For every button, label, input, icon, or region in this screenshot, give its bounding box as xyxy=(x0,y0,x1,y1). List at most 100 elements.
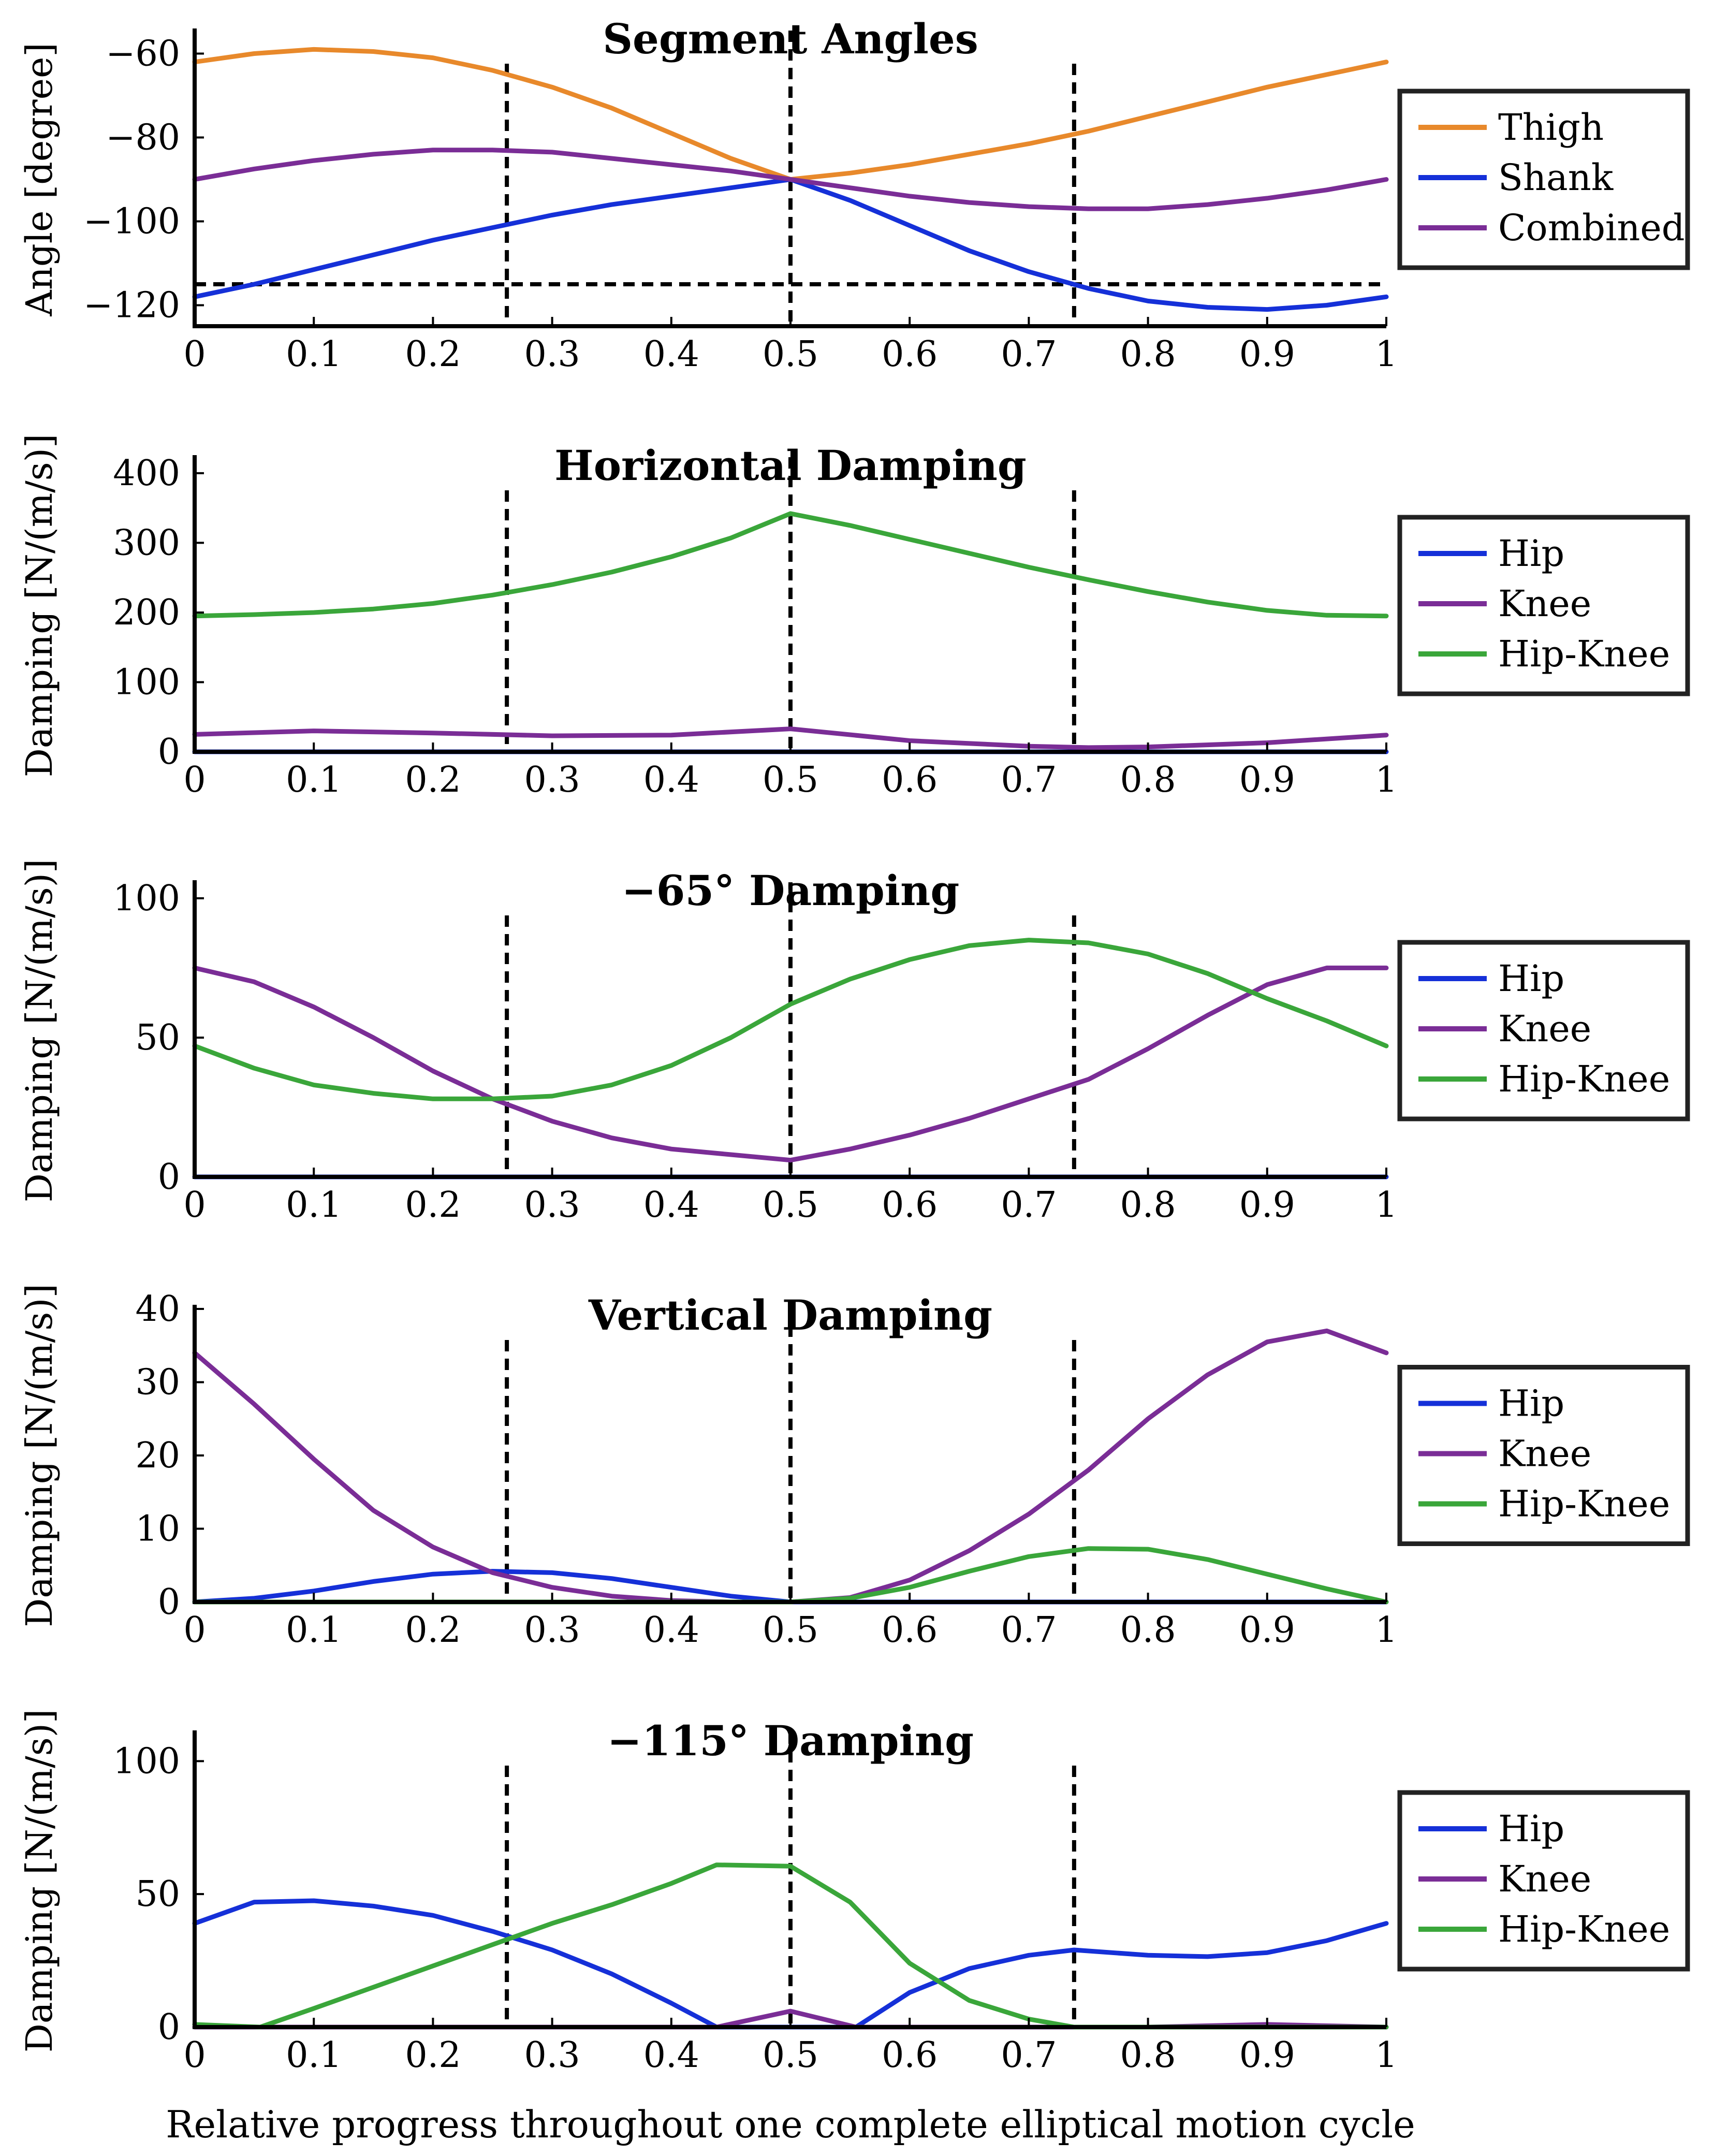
x-tick-label: 0.2 xyxy=(405,760,461,800)
x-tick-label: 0.6 xyxy=(882,1185,937,1226)
y-tick-label: −120 xyxy=(83,285,180,326)
y-tick-label: 0 xyxy=(158,1157,180,1198)
x-tick-label: 0.7 xyxy=(1001,760,1057,800)
x-tick-label: 0.5 xyxy=(763,760,818,800)
x-tick-label: 0.6 xyxy=(882,2035,937,2076)
x-tick-label: 1 xyxy=(1375,1185,1397,1226)
x-tick-label: 0.5 xyxy=(763,334,818,375)
series-line-knee xyxy=(192,726,1389,750)
x-tick-label: 0.4 xyxy=(643,1185,699,1226)
x-tick-label: 0.4 xyxy=(643,2035,699,2076)
x-tick-label: 0 xyxy=(183,334,206,375)
x-tick-label: 0.3 xyxy=(524,334,580,375)
x-tick-label: 0.8 xyxy=(1120,760,1176,800)
x-tick-label: 0.4 xyxy=(643,334,699,375)
x-tick-label: 0.4 xyxy=(643,1610,699,1651)
y-tick-label: −100 xyxy=(83,201,180,242)
legend: Thigh Shank Combined xyxy=(1397,89,1690,270)
chart-title: −65° Damping xyxy=(622,866,960,915)
x-tick-label: 0.6 xyxy=(882,760,937,800)
legend-label: Thigh xyxy=(1498,106,1604,149)
y-tick-label: 20 xyxy=(135,1435,180,1476)
x-tick-label: 0.9 xyxy=(1239,1610,1295,1651)
x-tick-label: 0.1 xyxy=(286,760,342,800)
x-tick-label: 0.4 xyxy=(643,760,699,800)
y-tick-label: 50 xyxy=(135,1017,180,1058)
x-tick-label: 0.2 xyxy=(405,1610,461,1651)
legend-label: Hip-Knee xyxy=(1498,633,1670,675)
legend: Hip Knee Hip-Knee xyxy=(1397,1790,1690,1972)
series-line-hip xyxy=(192,1569,1389,1605)
legend-label: Hip-Knee xyxy=(1498,1483,1670,1525)
y-tick-label: 100 xyxy=(113,878,180,919)
x-tick-label: 0 xyxy=(183,2035,206,2076)
y-axis-label: Damping [N/(m/s)] xyxy=(18,1284,61,1627)
y-tick-label: 0 xyxy=(158,732,180,773)
x-tick-label: 0.6 xyxy=(882,334,937,375)
y-tick-label: 10 xyxy=(135,1509,180,1550)
y-axis-label: Damping [N/(m/s)] xyxy=(18,1709,61,2053)
chart-panel-2: 0 0.1 0.2 0.3 0.4 0.5 0.6 0.7 0.8 0.9 1 0 100 200 300 4… xyxy=(18,434,1690,800)
chart-panel-3: 0 0.1 0.2 0.3 0.4 0.5 0.6 0.7 0.8 0.9 1 0 50 100 Dampi… xyxy=(18,859,1690,1226)
y-tick-label: 0 xyxy=(158,1582,180,1623)
chart-title: −115° Damping xyxy=(607,1716,974,1765)
x-tick-label: 0 xyxy=(183,760,206,800)
y-axis-label: Damping [N/(m/s)] xyxy=(18,859,61,1203)
x-tick-label: 0.8 xyxy=(1120,1610,1176,1651)
x-tick-label: 0.1 xyxy=(286,2035,342,2076)
x-tick-label: 0.7 xyxy=(1001,334,1057,375)
x-tick-label: 0.2 xyxy=(405,2035,461,2076)
y-tick-label: 100 xyxy=(113,662,180,703)
series-line-hip-knee xyxy=(192,1862,1389,2030)
x-tick-label: 0.2 xyxy=(405,1185,461,1226)
chart-title: Vertical Damping xyxy=(588,1291,992,1339)
x-tick-label: 0 xyxy=(183,1610,206,1651)
x-tick-label: 0.9 xyxy=(1239,760,1295,800)
x-tick-label: 0.3 xyxy=(524,1610,580,1651)
legend-label: Hip xyxy=(1498,532,1564,575)
legend-label: Hip xyxy=(1498,1808,1564,1850)
y-tick-label: 40 xyxy=(135,1289,180,1330)
x-tick-label: 0 xyxy=(183,1185,206,1226)
legend-label: Shank xyxy=(1498,156,1614,199)
legend-label: Hip-Knee xyxy=(1498,1058,1670,1100)
x-tick-label: 0.2 xyxy=(405,334,461,375)
series-line-combined xyxy=(192,148,1389,211)
legend: Hip Knee Hip-Knee xyxy=(1397,1365,1690,1546)
y-axis-label: Angle [degree] xyxy=(18,42,61,317)
legend-label: Knee xyxy=(1498,1858,1591,1900)
x-tick-label: 1 xyxy=(1375,1610,1397,1651)
legend-label: Hip xyxy=(1498,957,1564,1000)
y-tick-label: 30 xyxy=(135,1362,180,1403)
x-tick-label: 0.9 xyxy=(1239,334,1295,375)
x-tick-label: 0.6 xyxy=(882,1610,937,1651)
legend-label: Hip xyxy=(1498,1382,1564,1425)
series-line-knee xyxy=(192,965,1389,1163)
series-line-hip-knee xyxy=(192,511,1389,619)
chart-panel-1: 0 0.1 0.2 0.3 0.4 0.5 0.6 0.7 0.8 0.9 1 −60 −80 −100 −… xyxy=(18,14,1690,375)
x-tick-label: 1 xyxy=(1375,760,1397,800)
x-tick-label: 0.8 xyxy=(1120,1185,1176,1226)
y-tick-label: 0 xyxy=(158,2007,180,2048)
y-tick-label: 400 xyxy=(113,453,180,494)
legend-label: Knee xyxy=(1498,1433,1591,1475)
x-tick-label: 0.3 xyxy=(524,760,580,800)
x-tick-label: 0.9 xyxy=(1239,2035,1295,2076)
x-axis-label: Relative progress throughout one complet… xyxy=(166,2103,1415,2146)
x-tick-label: 0.7 xyxy=(1001,2035,1057,2076)
legend: Hip Knee Hip-Knee xyxy=(1397,940,1690,1121)
series-line-hip-knee xyxy=(192,1546,1389,1605)
y-tick-label: 100 xyxy=(113,1741,180,1782)
legend: Hip Knee Hip-Knee xyxy=(1397,515,1690,696)
x-tick-label: 0.7 xyxy=(1001,1610,1057,1651)
x-tick-label: 0.8 xyxy=(1120,334,1176,375)
x-tick-label: 0.3 xyxy=(524,2035,580,2076)
series-line-hip-knee xyxy=(192,938,1389,1101)
y-tick-label: −80 xyxy=(106,118,180,158)
x-tick-label: 0.9 xyxy=(1239,1185,1295,1226)
x-tick-label: 0.5 xyxy=(763,1610,818,1651)
legend-label: Hip-Knee xyxy=(1498,1908,1670,1950)
x-tick-label: 0.3 xyxy=(524,1185,580,1226)
x-tick-label: 0.5 xyxy=(763,2035,818,2076)
